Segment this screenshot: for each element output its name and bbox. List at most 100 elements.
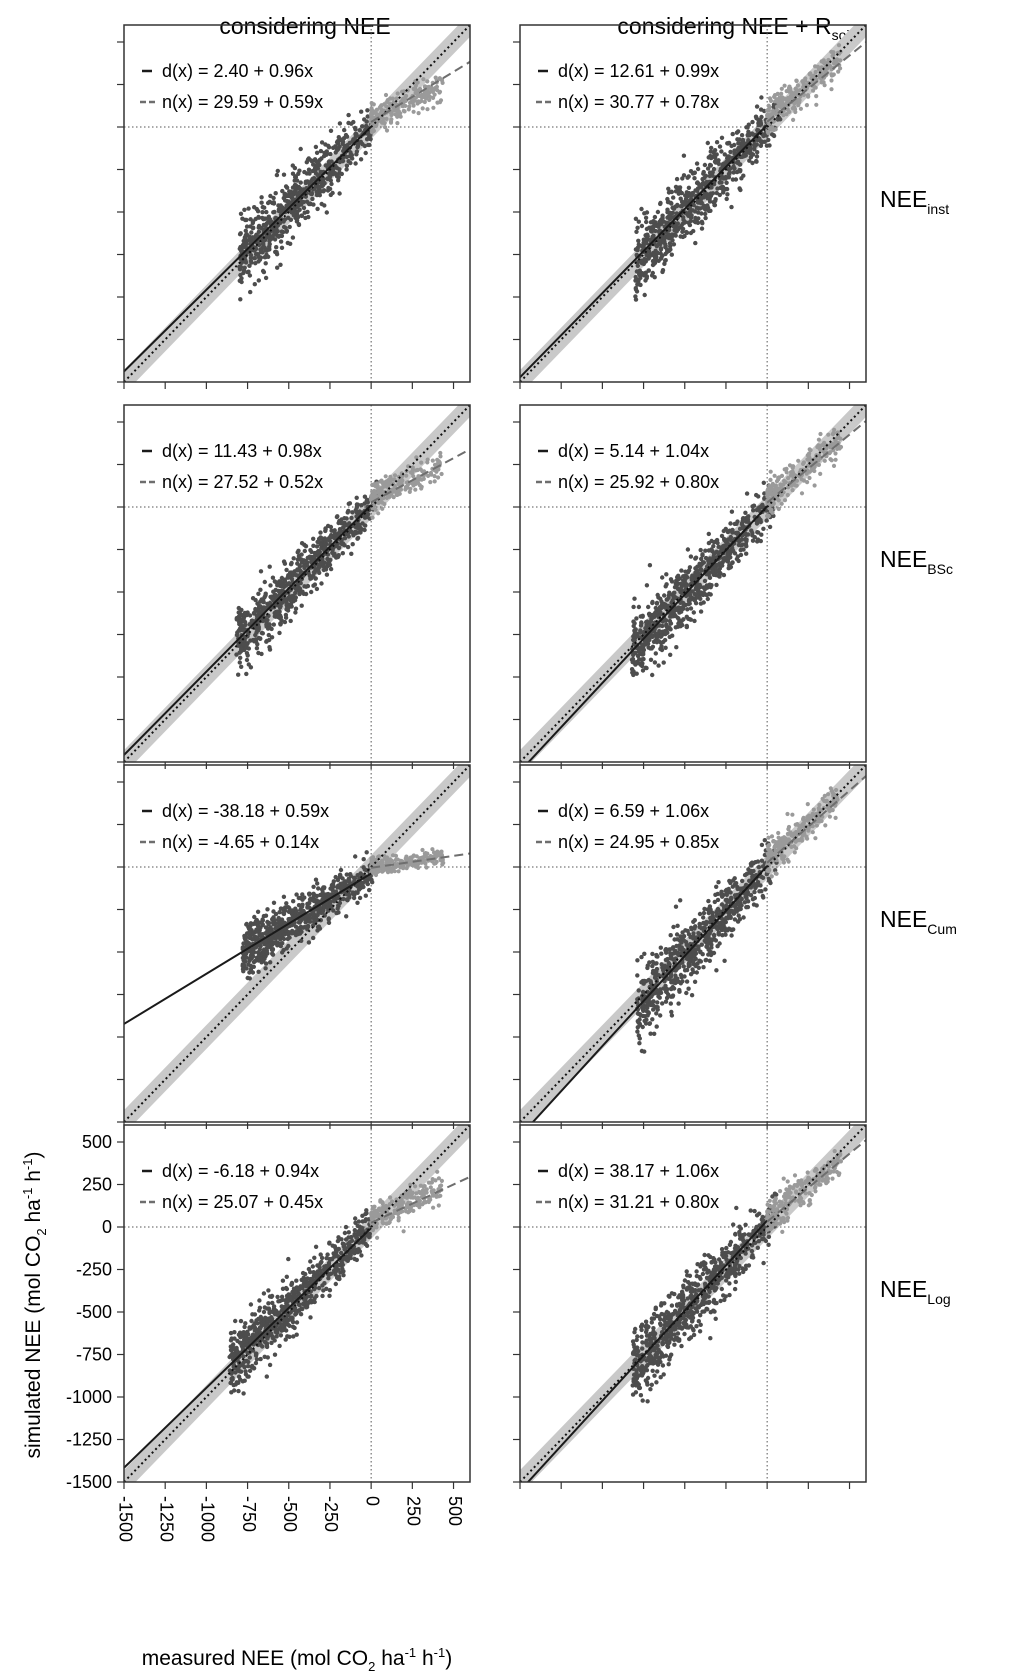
night-point xyxy=(392,473,398,478)
day-point xyxy=(715,540,720,546)
day-point xyxy=(362,527,367,533)
day-point xyxy=(323,142,328,147)
night-point xyxy=(813,64,818,69)
night-point xyxy=(794,78,799,83)
day-point xyxy=(668,933,673,938)
day-point xyxy=(295,209,300,214)
night-point xyxy=(382,121,387,126)
panel-plot-area xyxy=(124,765,470,1122)
night-point xyxy=(773,483,778,488)
day-point xyxy=(312,582,318,587)
day-point xyxy=(256,925,261,931)
day-point xyxy=(350,156,355,161)
night-point xyxy=(779,501,784,506)
day-point xyxy=(662,637,668,643)
day-point xyxy=(300,909,305,914)
day-point xyxy=(294,585,299,590)
day-point xyxy=(241,259,246,264)
day-point xyxy=(729,143,734,149)
day-point xyxy=(673,904,679,909)
day-point xyxy=(640,668,646,673)
night-point xyxy=(419,477,424,482)
day-point xyxy=(635,282,640,287)
day-point xyxy=(308,548,313,553)
day-point xyxy=(359,109,364,114)
day-point xyxy=(303,559,308,564)
day-point xyxy=(322,545,328,550)
day-point xyxy=(311,536,316,541)
day-point xyxy=(668,621,673,626)
day-point xyxy=(665,630,670,635)
night-point xyxy=(774,479,780,484)
day-point xyxy=(299,929,304,934)
night-point xyxy=(425,460,430,465)
day-point xyxy=(698,590,703,595)
day-point xyxy=(663,999,669,1004)
night-point xyxy=(371,128,376,133)
day-point xyxy=(271,900,277,905)
night-point xyxy=(384,859,389,864)
day-point xyxy=(716,880,721,885)
day-point xyxy=(275,609,280,614)
day-point xyxy=(256,591,261,596)
day-point xyxy=(293,175,298,180)
day-point xyxy=(335,906,340,911)
day-point xyxy=(323,526,328,531)
day-point xyxy=(671,224,676,229)
day-point xyxy=(750,538,756,543)
day-point xyxy=(675,586,681,592)
day-point xyxy=(303,544,309,549)
day-point xyxy=(755,150,760,155)
day-point xyxy=(250,954,256,959)
day-point xyxy=(739,537,745,542)
day-point xyxy=(342,523,348,528)
day-point xyxy=(631,604,636,610)
night-point xyxy=(790,488,795,493)
day-point xyxy=(337,191,342,196)
day-point xyxy=(272,209,277,215)
day-point xyxy=(682,579,687,585)
night-point xyxy=(432,474,437,479)
day-point xyxy=(286,605,292,610)
day-point xyxy=(317,184,322,190)
day-point xyxy=(262,579,267,585)
day-point xyxy=(728,564,734,570)
day-point xyxy=(331,899,337,904)
day-point xyxy=(245,975,250,981)
day-point xyxy=(728,521,733,526)
day-point xyxy=(305,905,310,910)
day-point xyxy=(304,925,310,930)
day-point xyxy=(314,189,319,195)
night-point xyxy=(384,479,389,484)
day-point xyxy=(317,157,322,163)
day-point xyxy=(248,224,253,229)
night-point xyxy=(813,69,818,75)
day-point xyxy=(728,149,733,155)
day-point xyxy=(254,613,260,619)
day-point xyxy=(700,205,706,210)
night-point xyxy=(838,66,843,71)
day-point xyxy=(294,218,300,223)
day-point xyxy=(358,139,363,144)
night-point xyxy=(799,491,805,496)
night-point xyxy=(410,863,415,868)
day-point xyxy=(667,590,672,595)
day-point xyxy=(726,537,731,542)
day-point xyxy=(639,223,645,229)
day-point xyxy=(256,229,262,234)
day-point xyxy=(731,170,736,175)
day-point xyxy=(692,572,697,578)
day-point xyxy=(668,200,674,206)
day-point xyxy=(267,622,272,627)
night-point xyxy=(385,870,391,875)
day-point xyxy=(288,618,293,624)
day-point xyxy=(727,878,732,884)
night-point xyxy=(818,431,823,437)
night-point xyxy=(391,495,396,500)
day-point xyxy=(680,176,685,181)
day-point xyxy=(320,890,325,895)
day-point xyxy=(759,532,764,537)
day-point xyxy=(732,917,738,922)
